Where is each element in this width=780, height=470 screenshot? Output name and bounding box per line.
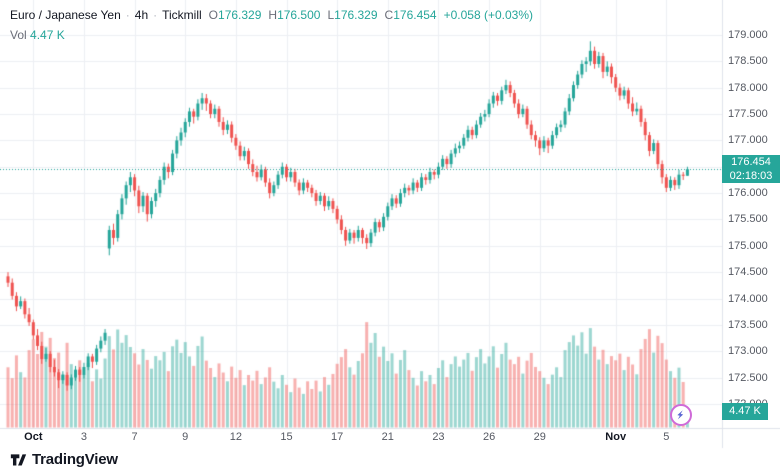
symbol-title[interactable]: Euro / Japanese Yen — [10, 8, 121, 22]
time-tick-label: 21 — [381, 431, 394, 443]
time-tick-label: 26 — [482, 431, 496, 443]
price-tick-label: 173.000 — [728, 345, 768, 358]
tradingview-attribution[interactable]: TradingView — [10, 448, 118, 470]
separator-dot: · — [153, 8, 158, 22]
time-tick-label: Oct — [24, 431, 43, 443]
price-tick-label: 175.500 — [728, 213, 768, 226]
volume-value: 4.47 K — [30, 28, 65, 42]
lightning-icon — [677, 410, 684, 420]
time-tick-label: 29 — [533, 431, 546, 443]
price-tick-label: 177.000 — [728, 134, 768, 147]
lightning-boost-button[interactable] — [670, 404, 692, 426]
separator-dot: · — [125, 8, 130, 22]
time-tick-label: 7 — [131, 431, 138, 443]
broker-label: Tickmill — [162, 8, 202, 22]
ohlc-high: H176.500 — [268, 8, 321, 22]
ohlc-close: C176.454 — [384, 8, 437, 22]
time-tick-label: 3 — [80, 431, 88, 443]
price-change: +0.058 (+0.03%) — [443, 8, 534, 22]
brand-name: TradingView — [32, 450, 118, 468]
volume-label: Vol — [10, 28, 27, 42]
time-tick-label: 5 — [663, 431, 670, 443]
price-tick-label: 172.500 — [728, 371, 768, 384]
time-tick-label: 17 — [331, 431, 344, 443]
last-price-value: 176.454 — [731, 156, 771, 169]
last-price-badge: 176.454 02:18:03 — [722, 155, 780, 184]
price-tick-label: 176.000 — [728, 187, 768, 200]
time-tick-label: 9 — [182, 431, 189, 443]
tradingview-logo-icon — [10, 453, 27, 465]
volume-badge: 4.47 K — [722, 402, 768, 420]
time-tick-label: Nov — [605, 431, 627, 443]
price-tick-label: 178.500 — [728, 55, 768, 68]
ohlc-open: O176.329 — [208, 8, 262, 22]
price-scale[interactable]: 179.000178.500178.000177.500177.000176.5… — [723, 0, 780, 448]
chart-legend: Euro / Japanese Yen · 4h · Tickmill O176.329 H… — [10, 8, 533, 43]
bar-countdown: 02:18:03 — [729, 170, 773, 183]
price-tick-label: 178.000 — [728, 81, 768, 94]
price-tick-label: 174.000 — [728, 292, 768, 305]
interval-label[interactable]: 4h — [134, 8, 149, 22]
price-tick-label: 174.500 — [728, 266, 768, 279]
price-tick-label: 175.000 — [728, 239, 768, 252]
price-tick-label: 179.000 — [728, 29, 768, 41]
price-tick-label: 177.500 — [728, 108, 768, 121]
ohlc-low: L176.329 — [327, 8, 378, 22]
price-tick-label: 173.500 — [728, 318, 768, 331]
time-tick-label: 23 — [432, 431, 445, 443]
time-scale[interactable]: Oct 3 7 9 12 15 17 21 23 26 29 Nov 5 — [0, 429, 722, 448]
time-tick-label: 15 — [280, 431, 293, 443]
time-tick-label: 12 — [229, 431, 242, 443]
